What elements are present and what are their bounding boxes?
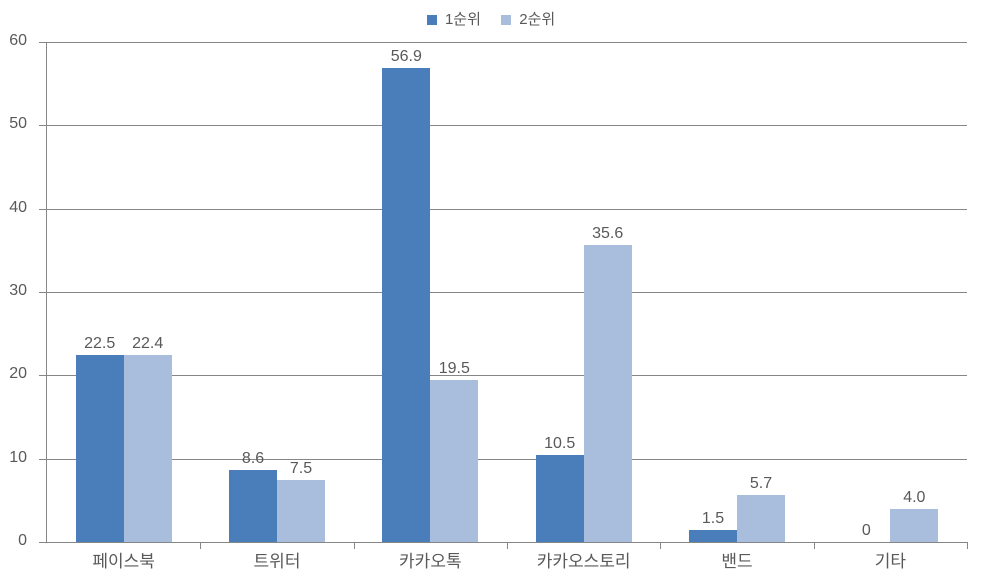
bar-value-label: 35.6 — [568, 225, 648, 243]
bar — [689, 530, 737, 543]
x-category-label: 카카오스토리 — [537, 547, 631, 572]
bar — [124, 355, 172, 542]
bar-value-label: 4.0 — [874, 489, 954, 507]
bar — [737, 495, 785, 543]
plot-area: 010203040506022.522.4페이스북8.67.5트위터56.919… — [46, 42, 967, 543]
y-tick-label: 20 — [0, 365, 27, 383]
x-category-label: 페이스북 — [92, 547, 155, 572]
x-tick — [507, 542, 508, 549]
bar-value-label: 7.5 — [261, 460, 341, 478]
y-tick-label: 30 — [0, 282, 27, 300]
bar — [382, 68, 430, 542]
x-tick — [814, 542, 815, 549]
x-tick — [967, 542, 968, 549]
bar — [430, 380, 478, 543]
bar — [229, 470, 277, 542]
x-category-label: 기타 — [875, 547, 906, 572]
y-tick-label: 60 — [0, 32, 27, 50]
legend-label-1: 1순위 — [445, 11, 481, 28]
x-category-label: 밴드 — [721, 547, 752, 572]
gridline — [47, 459, 967, 460]
gridline — [47, 375, 967, 376]
bar-value-label: 22.4 — [108, 335, 188, 353]
bar-value-label: 19.5 — [414, 360, 494, 378]
gridline — [47, 292, 967, 293]
x-tick — [660, 542, 661, 549]
legend-label-2: 2순위 — [519, 11, 555, 28]
gridline — [47, 209, 967, 210]
x-category-label: 카카오톡 — [399, 547, 462, 572]
y-tick-label: 50 — [0, 115, 27, 133]
bar — [536, 455, 584, 543]
bar — [584, 245, 632, 542]
chart-container: 1순위 2순위 010203040506022.522.4페이스북8.67.5트… — [0, 0, 982, 588]
y-tick-label: 0 — [0, 532, 27, 550]
y-tick-label: 40 — [0, 199, 27, 217]
x-category-label: 트위터 — [254, 547, 301, 572]
bar — [890, 509, 938, 542]
y-tick-label: 10 — [0, 449, 27, 467]
gridline — [47, 125, 967, 126]
x-tick — [354, 542, 355, 549]
legend-item-series-2: 2순위 — [501, 8, 555, 29]
bar-value-label: 5.7 — [721, 475, 801, 493]
legend-swatch-1 — [427, 15, 437, 25]
bar — [76, 355, 124, 543]
legend-swatch-2 — [501, 15, 511, 25]
x-tick — [200, 542, 201, 549]
legend-item-series-1: 1순위 — [427, 8, 481, 29]
gridline — [47, 42, 967, 43]
bar — [277, 480, 325, 543]
bar-value-label: 56.9 — [366, 48, 446, 66]
legend: 1순위 2순위 — [0, 8, 982, 29]
